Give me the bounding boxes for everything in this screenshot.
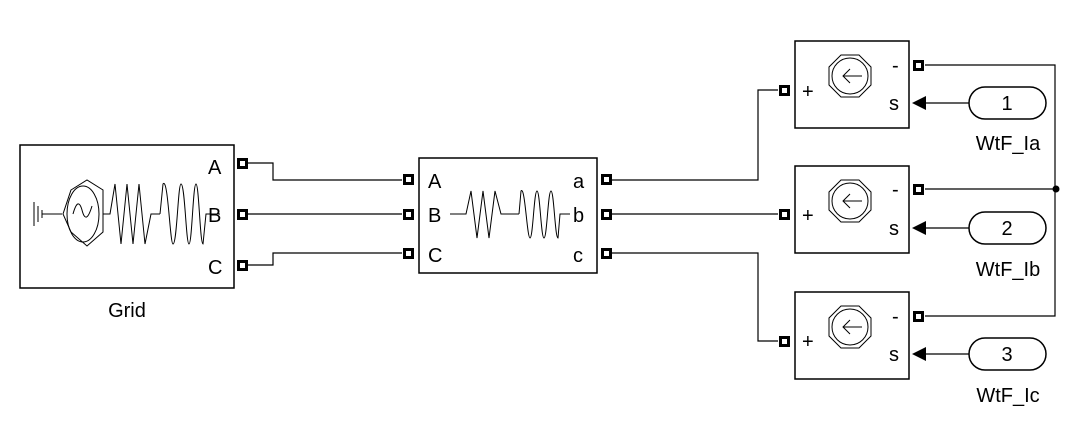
- ac-voltage-source-icon: [62, 179, 104, 247]
- grid-port-c-label: C: [208, 257, 222, 279]
- line-port-a-out[interactable]: [601, 174, 612, 185]
- line-port-b-out[interactable]: [601, 209, 612, 220]
- wire-grid-a-to-line-a[interactable]: [248, 162, 402, 181]
- wire-source-1-minus-to-neutral[interactable]: [925, 64, 1056, 189]
- current-source-2-signal-label: s: [889, 218, 899, 240]
- line-port-a-in-label: A: [428, 171, 442, 193]
- inport-3-number: 3: [1001, 344, 1012, 366]
- grid-port-a-label: A: [208, 157, 222, 179]
- current-source-3-plus-port[interactable]: [779, 336, 790, 347]
- grid-block[interactable]: A B C Grid: [19, 144, 248, 322]
- ground-icon: [33, 202, 62, 226]
- current-source-icon: [828, 305, 872, 349]
- controlled-current-source-3[interactable]: + - s: [779, 291, 924, 380]
- wire-source-3-minus-to-neutral[interactable]: [925, 189, 1056, 317]
- line-port-c-in[interactable]: [403, 248, 414, 259]
- current-source-3-minus-label: -: [892, 306, 899, 328]
- inport-3-label: WtF_Ic: [976, 385, 1039, 407]
- line-port-a-out-label: a: [573, 171, 585, 193]
- resistor-icon: [103, 183, 160, 245]
- grid-port-a[interactable]: [237, 158, 248, 169]
- grid-port-b[interactable]: [237, 209, 248, 220]
- grid-port-c[interactable]: [237, 260, 248, 271]
- current-source-3-minus-port[interactable]: [913, 311, 924, 322]
- arrowhead-source-1-s: [912, 96, 926, 110]
- wire-line-c-to-source-3[interactable]: [612, 252, 778, 342]
- current-source-icon: [828, 54, 872, 98]
- inport-2-number: 2: [1001, 218, 1012, 240]
- line-port-c-out[interactable]: [601, 248, 612, 259]
- line-block-body[interactable]: [418, 157, 598, 274]
- line-port-a-in[interactable]: [403, 174, 414, 185]
- inport-1-number: 1: [1001, 93, 1012, 115]
- inductor-icon: [159, 183, 220, 245]
- arrowhead-source-3-s: [912, 347, 926, 361]
- line-port-c-in-label: C: [428, 245, 442, 267]
- controlled-current-source-1[interactable]: + - s: [779, 40, 924, 129]
- line-resistor-icon: [450, 190, 519, 239]
- line-port-b-in[interactable]: [403, 209, 414, 220]
- neutral-junction-dot: [1052, 185, 1060, 193]
- grid-port-b-label: B: [208, 205, 221, 227]
- current-source-2-minus-port[interactable]: [913, 184, 924, 195]
- grid-block-body[interactable]: [19, 144, 235, 289]
- inport-3-body[interactable]: [968, 337, 1047, 371]
- arrowhead-source-2-s: [912, 221, 926, 235]
- current-source-2-minus-label: -: [892, 179, 899, 201]
- inport-1-body[interactable]: [968, 86, 1047, 120]
- line-port-c-out-label: c: [573, 245, 583, 267]
- wire-grid-c-to-line-c[interactable]: [248, 252, 402, 266]
- current-source-1-plus-label: +: [802, 81, 814, 103]
- inport-2-label: WtF_Ib: [976, 259, 1040, 281]
- current-source-icon: [828, 179, 872, 223]
- inport-1-label: WtF_Ia: [976, 133, 1041, 155]
- current-source-1-minus-port[interactable]: [913, 60, 924, 71]
- current-source-3-signal-label: s: [889, 344, 899, 366]
- inport-1[interactable]: 1 WtF_Ia: [968, 86, 1047, 155]
- current-source-1-plus-port[interactable]: [779, 85, 790, 96]
- inport-2-body[interactable]: [968, 211, 1047, 245]
- line-port-b-out-label: b: [573, 205, 584, 227]
- current-source-1-minus-label: -: [892, 55, 899, 77]
- current-source-1-signal-label: s: [889, 93, 899, 115]
- current-source-3-plus-label: +: [802, 331, 814, 353]
- controlled-current-source-2[interactable]: + - s: [779, 165, 924, 254]
- line-port-b-in-label: B: [428, 205, 441, 227]
- inport-2[interactable]: 2 WtF_Ib: [968, 211, 1047, 281]
- line-inductor-icon: [518, 190, 570, 239]
- grid-block-name: Grid: [108, 300, 146, 322]
- current-source-2-plus-label: +: [802, 205, 814, 227]
- line-impedance-block[interactable]: A B C a b c: [403, 157, 612, 274]
- inport-3[interactable]: 3 WtF_Ic: [968, 337, 1047, 407]
- signal-wires: [248, 64, 1060, 361]
- wire-line-a-to-source-1[interactable]: [612, 89, 778, 181]
- current-source-2-plus-port[interactable]: [779, 209, 790, 220]
